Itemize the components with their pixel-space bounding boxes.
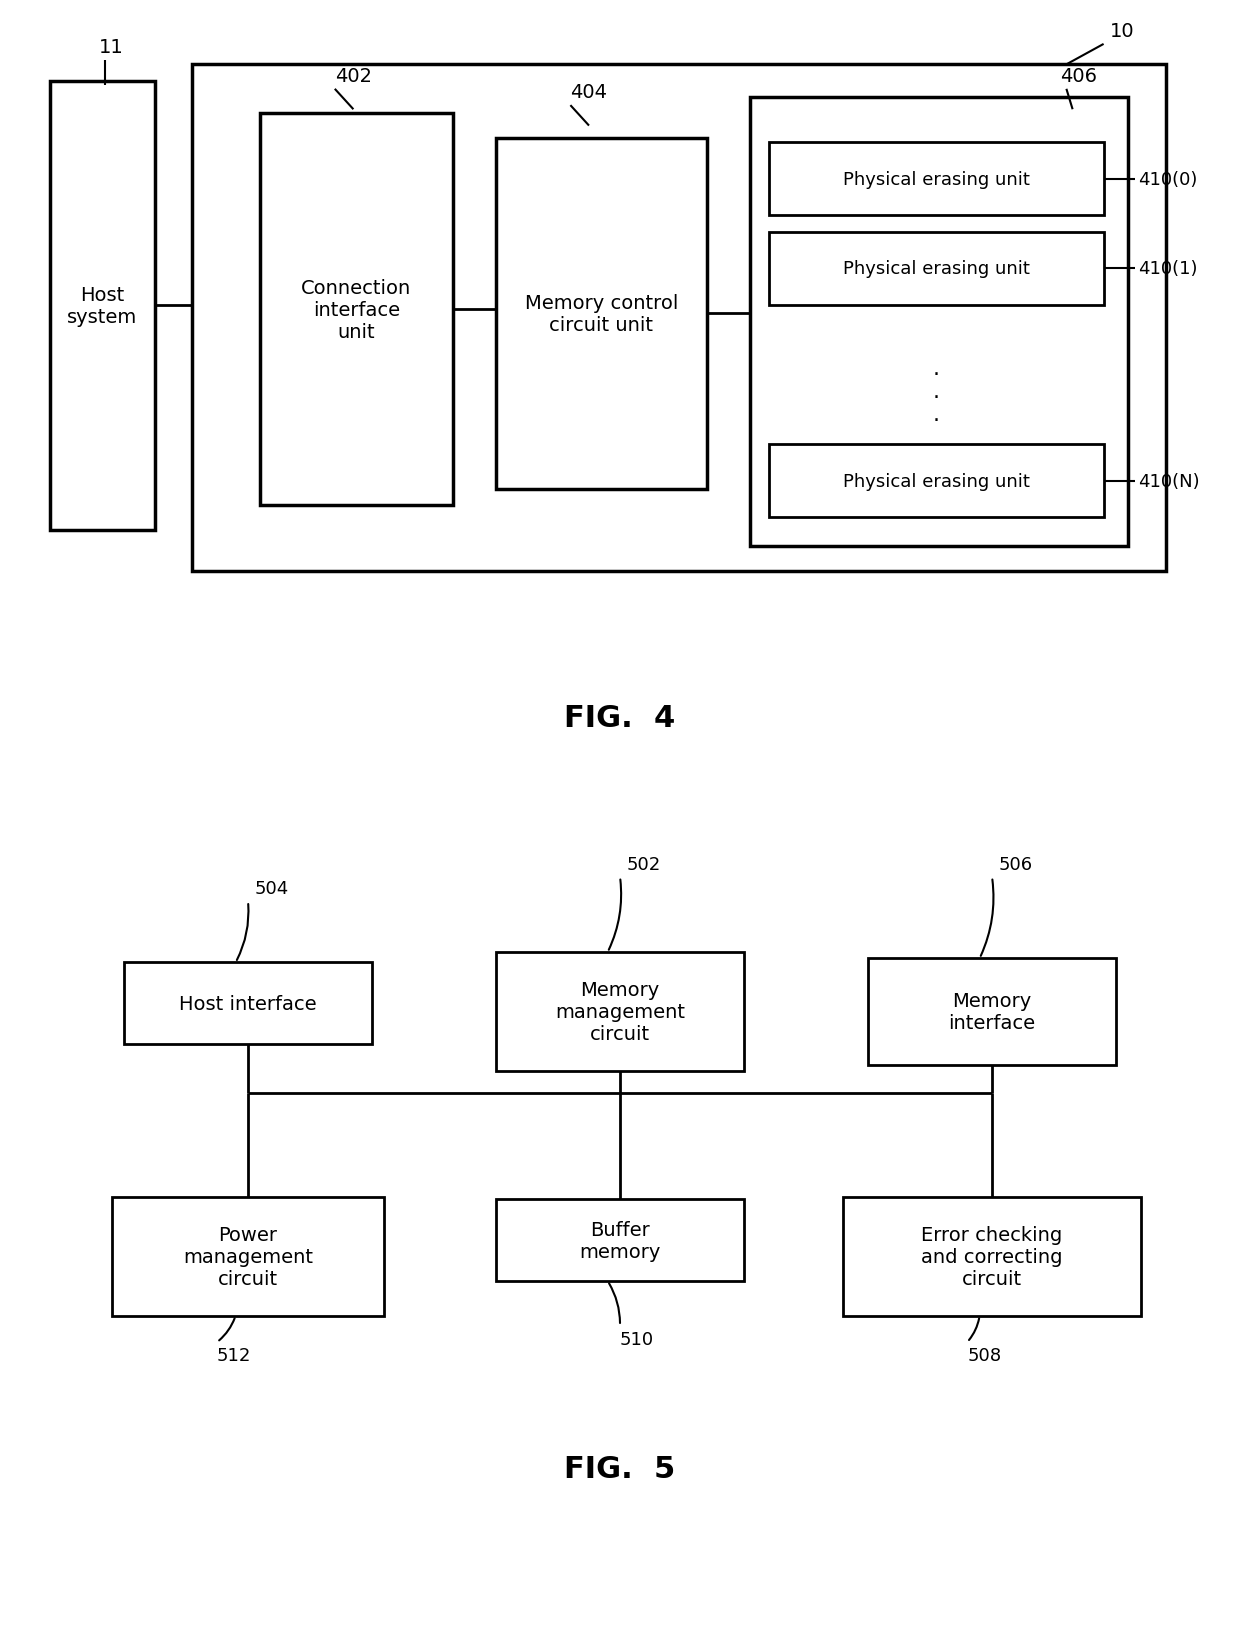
Text: 508: 508 — [967, 1346, 1002, 1364]
Text: 10: 10 — [1110, 21, 1135, 41]
Bar — [496, 139, 707, 490]
Bar — [750, 98, 1128, 547]
Bar — [496, 1200, 744, 1281]
Text: Memory
management
circuit: Memory management circuit — [556, 981, 684, 1043]
Text: Power
management
circuit: Power management circuit — [184, 1226, 312, 1288]
Text: 404: 404 — [570, 83, 608, 101]
Text: 410(0): 410(0) — [1138, 170, 1198, 189]
Text: Memory
interface: Memory interface — [949, 991, 1035, 1033]
Text: 512: 512 — [217, 1346, 252, 1364]
Text: 510: 510 — [620, 1330, 655, 1348]
Bar — [260, 114, 453, 506]
Text: 11: 11 — [99, 38, 124, 57]
Text: 410(1): 410(1) — [1138, 259, 1198, 279]
Bar — [50, 82, 155, 530]
Text: Host
system: Host system — [67, 286, 138, 326]
Text: 506: 506 — [998, 855, 1033, 873]
Text: Physical erasing unit: Physical erasing unit — [843, 170, 1029, 189]
Text: 402: 402 — [335, 67, 372, 85]
Text: Error checking
and correcting
circuit: Error checking and correcting circuit — [921, 1226, 1063, 1288]
Bar — [112, 1198, 384, 1315]
Bar — [868, 958, 1116, 1064]
Bar — [843, 1198, 1141, 1315]
Text: .
.
.: . . . — [932, 359, 940, 424]
Text: 410(N): 410(N) — [1138, 472, 1200, 491]
Text: Host interface: Host interface — [180, 994, 316, 1013]
Bar — [192, 65, 1166, 571]
Text: 504: 504 — [254, 880, 289, 898]
Text: Memory control
circuit unit: Memory control circuit unit — [525, 294, 678, 335]
Text: 502: 502 — [626, 855, 661, 873]
Bar — [769, 233, 1104, 307]
Bar — [496, 953, 744, 1071]
Bar — [769, 446, 1104, 519]
Text: Buffer
memory: Buffer memory — [579, 1219, 661, 1262]
Bar — [769, 144, 1104, 215]
Bar — [124, 963, 372, 1044]
Text: Physical erasing unit: Physical erasing unit — [843, 472, 1029, 491]
Text: Physical erasing unit: Physical erasing unit — [843, 259, 1029, 279]
Text: 406: 406 — [1060, 67, 1097, 85]
Text: FIG.  4: FIG. 4 — [564, 703, 676, 733]
Text: FIG.  5: FIG. 5 — [564, 1454, 676, 1483]
Text: Connection
interface
unit: Connection interface unit — [301, 279, 412, 341]
